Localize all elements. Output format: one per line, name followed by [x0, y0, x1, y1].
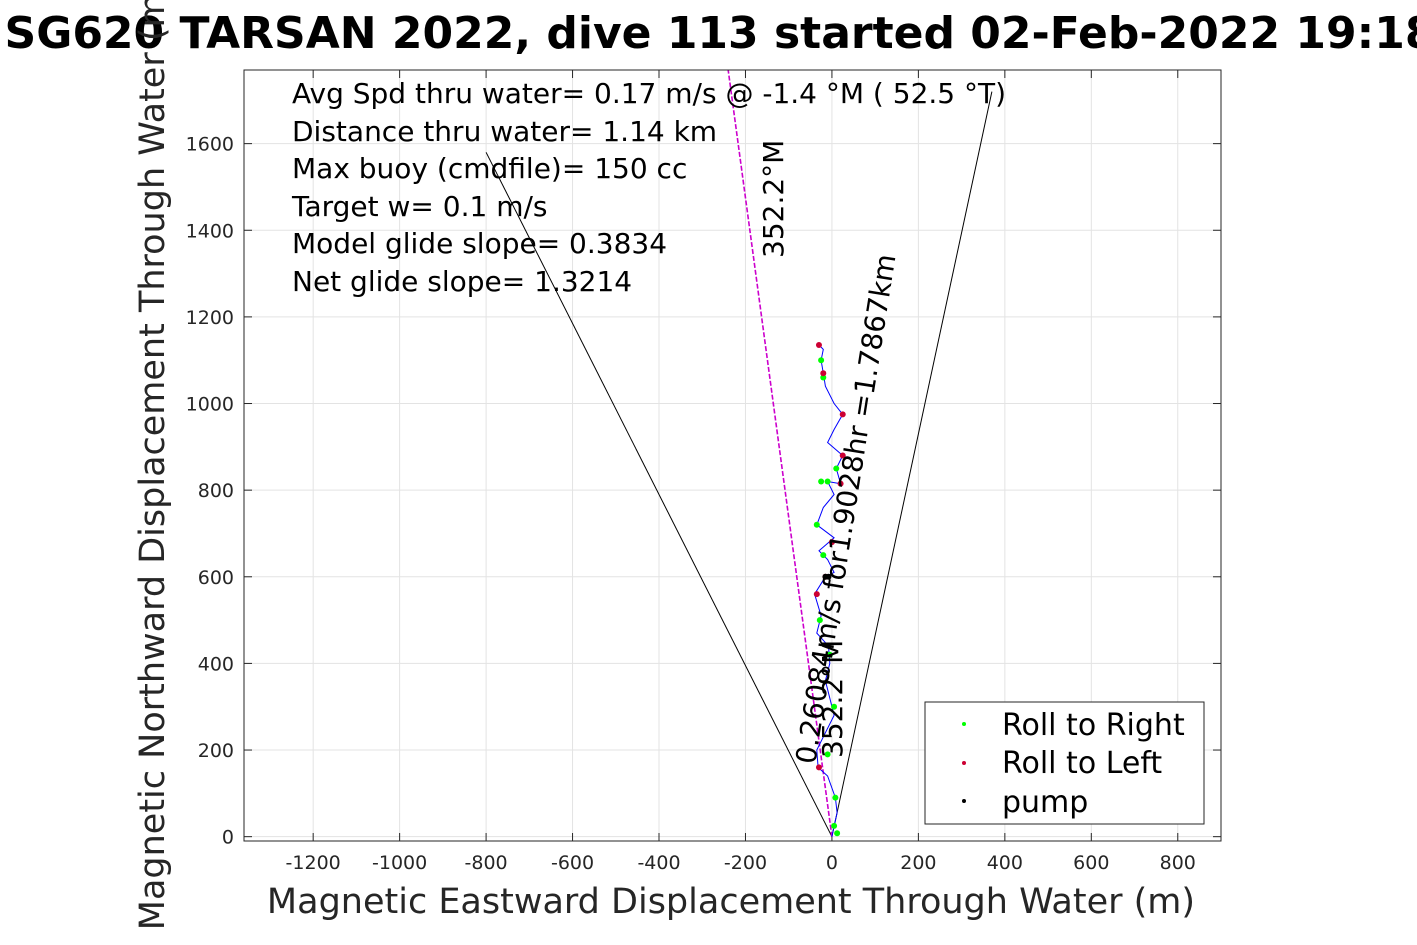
roll-left-point	[828, 539, 835, 546]
plot-frame	[243, 69, 1222, 842]
x-tick-label: -1000	[372, 852, 427, 874]
x-tick-label: -200	[724, 852, 767, 874]
x-tick-label: 800	[1160, 852, 1196, 874]
roll-right-point	[820, 552, 827, 559]
heading-label-bottom: 352.2°M	[816, 640, 849, 758]
y-tick-label: 0	[222, 827, 234, 849]
legend-label-pump: pump	[1002, 785, 1088, 820]
annotation-model-glide: Model glide slope= 0.3834	[292, 227, 667, 260]
grid	[244, 70, 1221, 841]
roll-left-point	[839, 411, 846, 418]
roll-right-point	[833, 465, 840, 472]
roll-left-point	[837, 480, 844, 487]
x-axis-label: Magnetic Eastward Displacement Through W…	[267, 882, 1195, 922]
y-tick-label: 800	[198, 480, 234, 502]
roll-right-point	[818, 357, 825, 364]
roll-right-point	[831, 822, 838, 829]
legend-label-roll-left: Roll to Left	[1002, 746, 1162, 781]
heading-line	[831, 91, 993, 837]
roll-right-point	[834, 830, 841, 837]
y-tick-label: 200	[198, 740, 234, 762]
y-tick-label: 1400	[186, 220, 234, 242]
heading-label-top: 352.2°M	[757, 140, 790, 258]
roll-left-point	[820, 370, 827, 377]
y-tick-label: 400	[198, 653, 234, 675]
heading-lines	[485, 69, 993, 837]
legend: Roll to Right Roll to Left pump	[924, 701, 1205, 825]
x-axis-ticks: -1200 -1000 -800 -600 -400 -200 0 200 400 600 800	[286, 70, 1196, 874]
heading-line	[727, 69, 833, 837]
y-axis-ticks: 0 200 400 600 800 1000 1200 1400 1600	[186, 134, 1221, 849]
chart-title: SG620 TARSAN 2022, dive 113 started 02-F…	[5, 8, 1417, 59]
roll-left-point	[815, 764, 822, 771]
annotation-distance: Distance thru water= 1.14 km	[292, 115, 717, 148]
x-tick-label: 400	[987, 852, 1023, 874]
y-tick-label: 1600	[186, 134, 234, 156]
y-tick-label: 1000	[186, 394, 234, 416]
x-tick-label: -1200	[286, 852, 341, 874]
y-tick-label: 600	[198, 567, 234, 589]
heading-line	[485, 152, 833, 837]
pump-point	[825, 573, 832, 580]
x-tick-label: -400	[637, 852, 680, 874]
stats-annotations: Avg Spd thru water= 0.17 m/s @ -1.4 °M (…	[291, 77, 1006, 298]
roll-right-point	[831, 703, 838, 710]
roll-right-point	[813, 521, 820, 528]
y-tick-label: 1200	[186, 307, 234, 329]
roll-right-point	[818, 478, 825, 485]
annotation-avg-speed: Avg Spd thru water= 0.17 m/s @ -1.4 °M (…	[292, 77, 1006, 110]
roll-right-point	[826, 651, 833, 658]
legend-marker-roll-left	[962, 761, 966, 765]
x-tick-label: -600	[551, 852, 594, 874]
roll-left-point	[815, 342, 822, 349]
roll-right-point	[820, 374, 827, 381]
annotation-net-glide: Net glide slope= 1.3214	[292, 265, 632, 298]
roll-right-point	[816, 617, 823, 624]
x-tick-label: 0	[826, 852, 838, 874]
annotation-target-w: Target w= 0.1 m/s	[291, 190, 548, 223]
markers	[813, 342, 846, 837]
roll-left-point	[813, 591, 820, 598]
roll-right-point	[824, 751, 831, 758]
y-axis-label: Magnetic Northward Displacement Through …	[133, 0, 173, 930]
legend-marker-pump	[962, 799, 966, 803]
x-tick-label: 200	[900, 852, 936, 874]
annotation-max-buoy: Max buoy (cmdfile)= 150 cc	[292, 152, 687, 185]
legend-label-roll-right: Roll to Right	[1002, 708, 1185, 743]
x-tick-label: -800	[465, 852, 508, 874]
x-tick-label: 600	[1073, 852, 1109, 874]
legend-marker-roll-right	[962, 722, 966, 726]
roll-right-point	[832, 794, 839, 801]
legend-box	[924, 701, 1205, 825]
roll-left-point	[839, 452, 846, 459]
roll-right-point	[824, 478, 831, 485]
